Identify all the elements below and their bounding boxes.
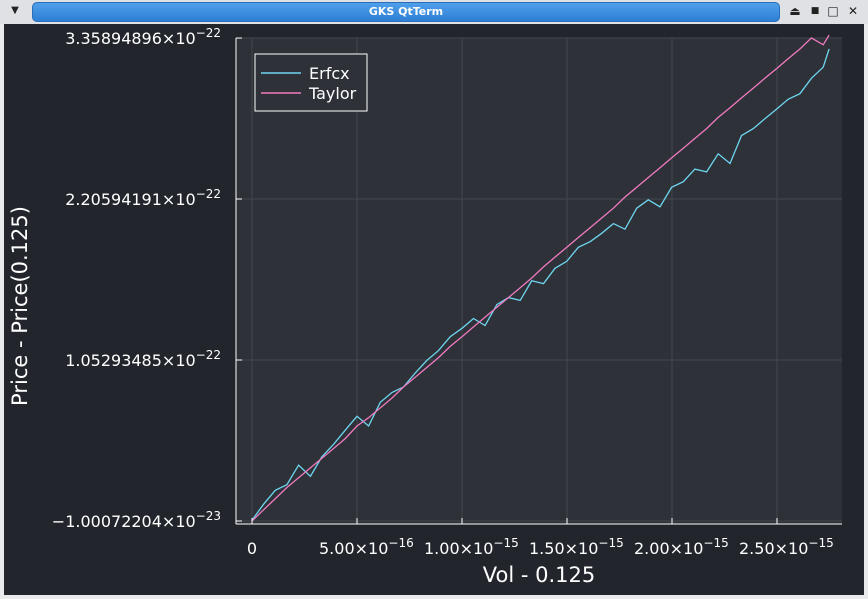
close-icon[interactable]: ✕ bbox=[847, 4, 859, 18]
x-tick-label: 1.00×10−15 bbox=[424, 536, 519, 558]
series-line-taylor bbox=[251, 34, 830, 522]
maximize-icon[interactable]: □ bbox=[827, 4, 839, 18]
line-chart: 0 5.00×10−16 1.00×10−15 1.50×10−15 2.00×10−1… bbox=[8, 26, 842, 587]
x-tick-label: 5.00×10−16 bbox=[319, 536, 414, 558]
series-line-erfcx bbox=[251, 48, 830, 521]
y-tick-label: 3.35894896×10−22 bbox=[65, 26, 221, 48]
y-axis-label: Price - Price(0.125) bbox=[8, 206, 32, 406]
plot-window: 0 5.00×10−16 1.00×10−15 1.50×10−15 2.00×10−1… bbox=[4, 24, 864, 595]
axes bbox=[235, 37, 842, 525]
x-axis-label: Vol - 0.125 bbox=[483, 563, 595, 587]
x-tick-label: 2.00×10−15 bbox=[634, 536, 729, 558]
x-tick-label: 1.50×10−15 bbox=[529, 536, 624, 558]
title-bar-pill[interactable]: GKS QtTerm bbox=[32, 2, 780, 22]
y-tick-label: −1.00072204×10−23 bbox=[52, 509, 221, 531]
tick-labels: 0 5.00×10−16 1.00×10−15 1.50×10−15 2.00×10−1… bbox=[52, 26, 834, 558]
x-tick-label: 2.50×10−15 bbox=[739, 536, 834, 558]
series-lines bbox=[251, 34, 830, 522]
grid-lines bbox=[236, 37, 842, 524]
y-tick-label: 2.20594191×10−22 bbox=[65, 187, 221, 209]
y-tick-label: 1.05293485×10−22 bbox=[65, 348, 221, 370]
window-titlebar[interactable]: ▼ GKS QtTerm ⏏ ■ □ ✕ bbox=[0, 0, 868, 24]
window-title: GKS QtTerm bbox=[368, 5, 444, 18]
legend-label-taylor: Taylor bbox=[308, 84, 357, 103]
legend-box bbox=[254, 53, 368, 112]
minimize-icon[interactable]: ■ bbox=[810, 6, 820, 16]
chevron-down-icon[interactable]: ▼ bbox=[11, 5, 19, 16]
x-tick-label: 0 bbox=[247, 539, 257, 558]
shade-icon[interactable]: ⏏ bbox=[789, 4, 801, 18]
plot-area bbox=[236, 38, 842, 524]
legend-label-erfcx: Erfcx bbox=[309, 64, 350, 83]
